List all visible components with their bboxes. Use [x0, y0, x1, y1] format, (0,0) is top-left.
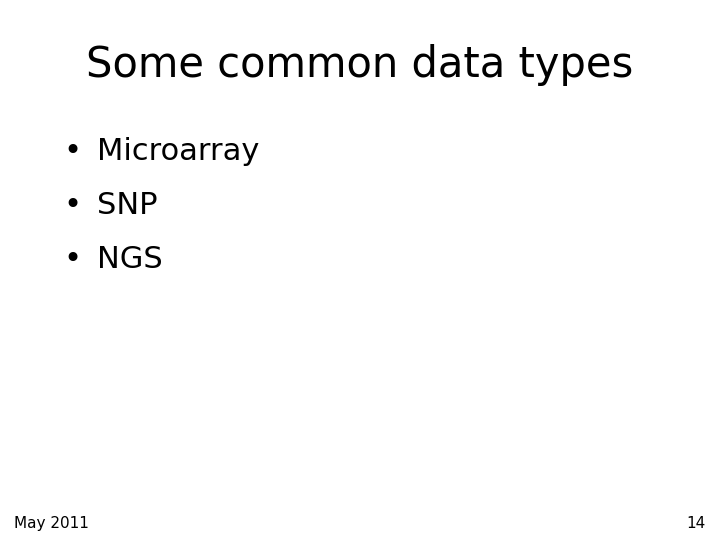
- Text: Some common data types: Some common data types: [86, 44, 634, 86]
- Text: May 2011: May 2011: [14, 516, 89, 531]
- Text: •: •: [63, 137, 81, 166]
- Text: Microarray: Microarray: [97, 137, 260, 166]
- Text: •: •: [63, 191, 81, 220]
- Text: SNP: SNP: [97, 191, 158, 220]
- Text: 14: 14: [686, 516, 706, 531]
- Text: •: •: [63, 245, 81, 274]
- Text: NGS: NGS: [97, 245, 163, 274]
